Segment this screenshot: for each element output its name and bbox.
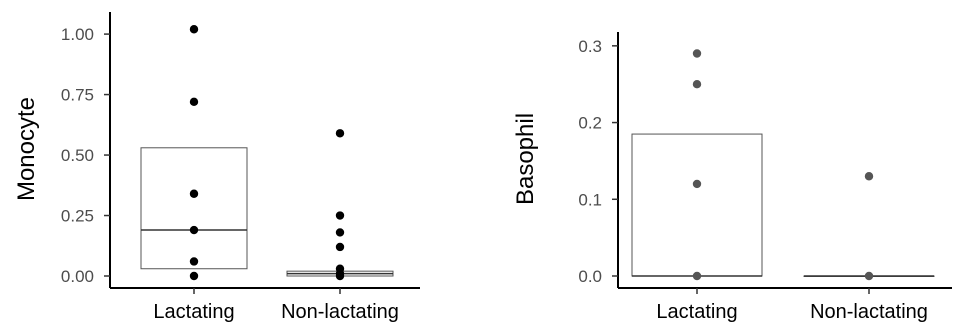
box: [631, 133, 763, 277]
data-point: [335, 129, 345, 138]
y-tick-label: 0.75: [61, 86, 94, 105]
box: [140, 147, 248, 270]
data-point: [189, 225, 199, 235]
y-tick-label: 0.1: [578, 190, 602, 209]
data-point: [335, 271, 345, 281]
y-tick-label: 0.50: [61, 146, 94, 165]
y-tick-label: 0.00: [61, 267, 94, 286]
data-point: [864, 271, 874, 281]
data-point: [189, 257, 199, 266]
x-tick-label: Lactating: [153, 301, 234, 323]
data-point: [335, 228, 345, 237]
data-point: [692, 49, 702, 58]
data-point: [864, 172, 874, 181]
y-axis-title: Monocyte: [13, 97, 40, 201]
y-tick-label: 0.2: [578, 114, 602, 133]
data-point: [335, 211, 345, 220]
y-tick-label: 0.3: [578, 37, 602, 56]
data-point: [189, 97, 199, 107]
data-point: [189, 189, 199, 198]
data-point: [692, 179, 702, 189]
data-point: [335, 242, 345, 252]
data-point: [692, 79, 702, 89]
y-tick-label: 0.0: [578, 267, 602, 286]
data-point: [692, 271, 702, 281]
y-axis-title: Basophil: [512, 113, 539, 205]
data-point: [189, 271, 199, 281]
chart-panel-2: 0.0 0.1 0.2 0.3 Basophil Lactating Non-lactati…: [512, 32, 952, 323]
chart-panel-1: 0.00 0.25 0.50 0.75 1.00 Monocyte Lactating Non…: [13, 12, 420, 323]
x-tick-label: Non-lactating: [810, 301, 928, 323]
data-point: [189, 25, 199, 34]
y-tick-label: 0.25: [61, 207, 94, 226]
x-tick-label: Lactating: [656, 301, 737, 323]
y-tick-label: 1.00: [61, 25, 94, 44]
x-tick-label: Non-lactating: [281, 301, 399, 323]
